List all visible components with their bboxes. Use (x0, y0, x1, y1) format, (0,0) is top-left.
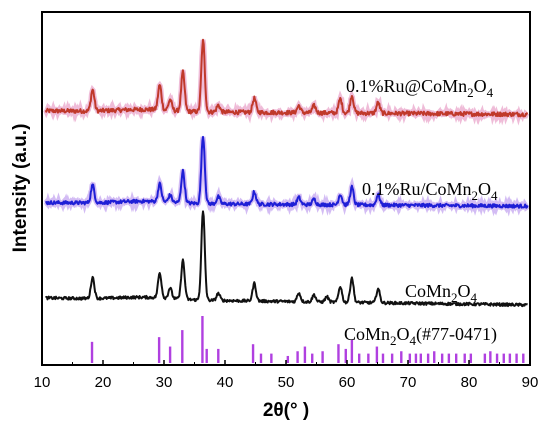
series-label-ru-slash: 0.1%Ru/CoMn2O4 (362, 179, 498, 203)
x-tick-label: 80 (461, 374, 478, 391)
x-tick-label: 90 (522, 374, 539, 391)
x-tick-label: 20 (95, 374, 112, 391)
plot-area (43, 38, 530, 363)
series-labels: 0.1%Ru@CoMn2O4 0.1%Ru/CoMn2O4 CoMn2O4 Co… (344, 76, 498, 348)
series-label-ru-at: 0.1%Ru@CoMn2O4 (346, 76, 494, 100)
x-tick-label: 10 (34, 374, 51, 391)
series-line-1 (44, 135, 529, 209)
x-tick-label: 50 (278, 374, 295, 391)
x-axis: 10 20 30 40 50 60 70 80 90 (34, 360, 539, 391)
series-label-comn2o4: CoMn2O4 (405, 281, 478, 305)
x-axis-label: 2θ(° ) (263, 400, 309, 421)
series-line-2 (44, 210, 528, 308)
y-axis-label: Intensity (a.u.) (10, 124, 31, 253)
series-line-0 (44, 38, 529, 118)
x-tick-label: 30 (156, 374, 173, 391)
x-tick-label: 60 (339, 374, 356, 391)
reference-label: CoMn2O4(#77-0471) (344, 324, 497, 348)
x-tick-label: 70 (400, 374, 417, 391)
x-tick-label: 40 (217, 374, 234, 391)
